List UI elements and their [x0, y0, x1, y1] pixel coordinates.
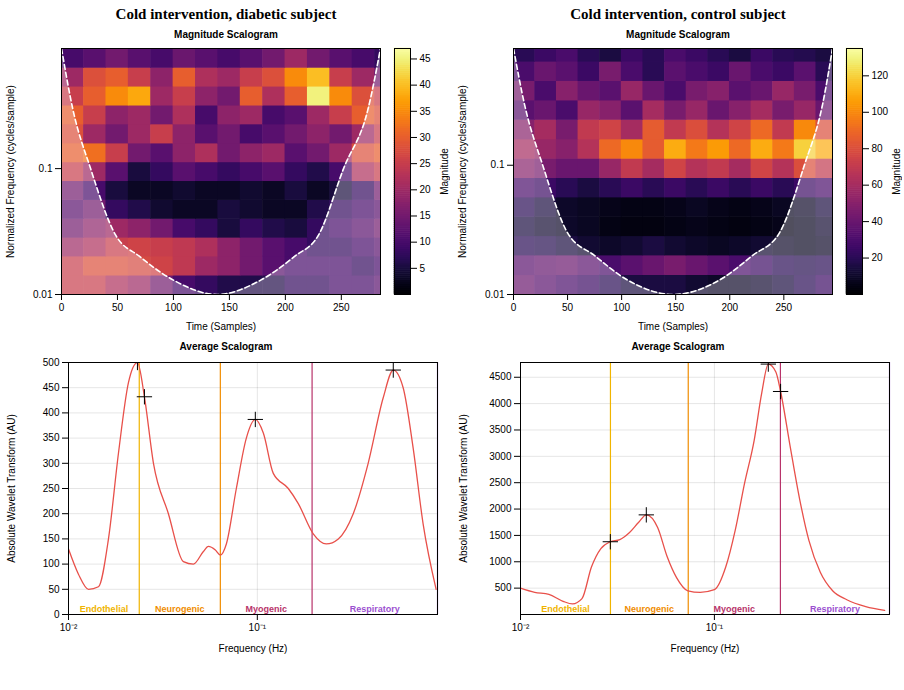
html-text:Cold intervention, control sub: Cold intervention, control subject [570, 6, 786, 22]
svg-text:5: 5 [419, 263, 425, 274]
svg-text:Magnitude: Magnitude [890, 148, 901, 195]
svg-text:40: 40 [871, 216, 883, 227]
svg-text:50: 50 [111, 302, 123, 313]
svg-text:25: 25 [419, 158, 431, 169]
svg-text:10⁻²: 10⁻² [511, 622, 529, 633]
svg-text:Time (Samples): Time (Samples) [185, 321, 255, 332]
svg-text:Endothelial: Endothelial [79, 604, 128, 614]
svg-text:10⁻²: 10⁻² [59, 622, 77, 633]
svg-text:20: 20 [419, 184, 431, 195]
svg-text:Time (Samples): Time (Samples) [637, 321, 707, 332]
svg-text:200: 200 [721, 302, 738, 313]
svg-text:150: 150 [667, 302, 684, 313]
svg-text:Myogenic: Myogenic [245, 604, 287, 614]
svg-text:Respiratory: Respiratory [809, 604, 859, 614]
svg-text:0.01: 0.01 [33, 289, 53, 300]
svg-text:2000: 2000 [489, 503, 512, 514]
svg-text:250: 250 [332, 302, 349, 313]
svg-text:20: 20 [871, 252, 883, 263]
svg-text:4000: 4000 [489, 398, 512, 409]
svg-text:350: 350 [42, 432, 59, 443]
html-text:Average Scalogram: Average Scalogram [179, 341, 273, 352]
html-text:Cold intervention, diabetic su: Cold intervention, diabetic subject [115, 6, 337, 22]
svg-text:500: 500 [42, 357, 59, 368]
svg-text:Neurogenic: Neurogenic [624, 604, 674, 614]
svg-text:250: 250 [775, 302, 792, 313]
html-text:Magnitude Scalogram: Magnitude Scalogram [626, 29, 730, 40]
svg-text:100: 100 [871, 106, 888, 117]
svg-text:300: 300 [42, 458, 59, 469]
svg-text:400: 400 [42, 407, 59, 418]
svg-text:150: 150 [221, 302, 238, 313]
svg-text:120: 120 [871, 70, 888, 81]
svg-text:1500: 1500 [489, 530, 512, 541]
svg-text:150: 150 [42, 533, 59, 544]
svg-text:450: 450 [42, 382, 59, 393]
svg-text:200: 200 [42, 508, 59, 519]
svg-text:10: 10 [419, 236, 431, 247]
html-text:Average Scalogram: Average Scalogram [631, 341, 725, 352]
svg-text:1000: 1000 [489, 556, 512, 567]
svg-text:Frequency (Hz): Frequency (Hz) [218, 643, 287, 654]
svg-text:200: 200 [277, 302, 294, 313]
svg-text:80: 80 [871, 143, 883, 154]
svg-text:Absolute Wavelet Transform (AU: Absolute Wavelet Transform (AU) [457, 414, 468, 563]
svg-text:Neurogenic: Neurogenic [155, 604, 205, 614]
svg-text:100: 100 [613, 302, 630, 313]
svg-text:Normalized Frequency (cycles/s: Normalized Frequency (cycles/sample) [4, 85, 15, 258]
svg-text:0.1: 0.1 [38, 163, 52, 174]
svg-text:Frequency (Hz): Frequency (Hz) [670, 643, 739, 654]
svg-text:Endothelial: Endothelial [541, 604, 590, 614]
svg-text:Magnitude: Magnitude [438, 148, 449, 195]
svg-text:0: 0 [510, 302, 516, 313]
svg-text:Absolute Wavelet Transform (AU: Absolute Wavelet Transform (AU) [5, 414, 16, 563]
svg-text:0.1: 0.1 [490, 159, 504, 170]
svg-text:60: 60 [871, 179, 883, 190]
svg-text:50: 50 [562, 302, 574, 313]
svg-text:10⁻¹: 10⁻¹ [248, 622, 266, 633]
svg-text:4500: 4500 [489, 371, 512, 382]
svg-text:100: 100 [165, 302, 182, 313]
svg-text:2500: 2500 [489, 477, 512, 488]
svg-text:40: 40 [419, 79, 431, 90]
svg-text:15: 15 [419, 210, 431, 221]
svg-text:0: 0 [58, 302, 64, 313]
svg-text:3000: 3000 [489, 451, 512, 462]
html-text:Magnitude Scalogram: Magnitude Scalogram [174, 29, 278, 40]
svg-text:50: 50 [48, 584, 60, 595]
svg-text:0: 0 [53, 609, 59, 620]
svg-text:100: 100 [42, 558, 59, 569]
svg-text:250: 250 [42, 483, 59, 494]
svg-text:500: 500 [494, 582, 511, 593]
svg-text:10⁻¹: 10⁻¹ [705, 622, 723, 633]
svg-text:3500: 3500 [489, 424, 512, 435]
svg-text:45: 45 [419, 53, 431, 64]
svg-text:35: 35 [419, 106, 431, 117]
svg-text:Normalized Frequency (cycles/s: Normalized Frequency (cycles/sample) [456, 85, 467, 258]
svg-text:30: 30 [419, 132, 431, 143]
svg-text:Myogenic: Myogenic [713, 604, 755, 614]
svg-text:0.01: 0.01 [485, 289, 505, 300]
svg-text:Respiratory: Respiratory [349, 604, 399, 614]
